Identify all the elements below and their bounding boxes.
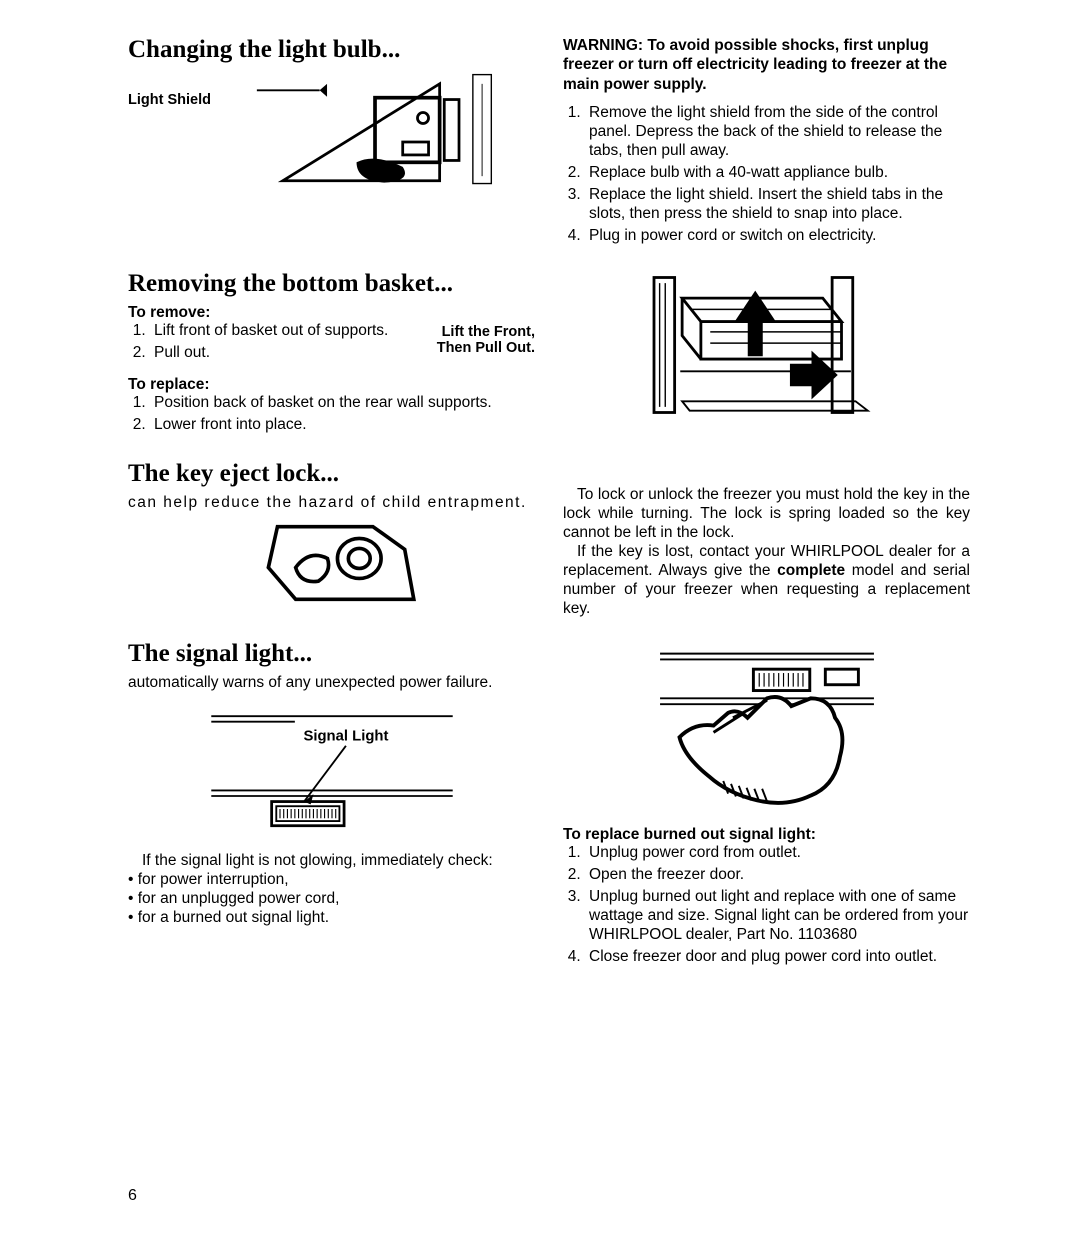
figure-light-shield	[215, 70, 535, 195]
signal-check: for an unplugged power cord,	[128, 890, 535, 909]
heading-light-bulb: Changing the light bulb...	[128, 36, 535, 64]
bulb-steps: Remove the light shield from the side of…	[563, 104, 970, 245]
section-light-bulb: Changing the light bulb... Light Shield	[128, 36, 970, 248]
basket-caption-1: Lift the Front,	[415, 324, 535, 340]
manual-page: Changing the light bulb... Light Shield	[0, 0, 1080, 970]
basket-caption-2: Then Pull Out.	[415, 340, 535, 356]
replace-step: Lower front into place.	[150, 416, 535, 435]
lock-p1: To lock or unlock the freezer you must h…	[563, 486, 970, 543]
lock-intro: can help reduce the hazard of child entr…	[128, 494, 535, 513]
signal-replace-step: Unplug burned out light and replace with…	[585, 888, 970, 945]
section-signal: The signal light... automatically warns …	[128, 640, 970, 969]
replace-step: Position back of basket on the rear wall…	[150, 394, 535, 413]
signal-intro: automatically warns of any unexpected po…	[128, 674, 535, 693]
heading-basket: Removing the bottom basket...	[128, 270, 535, 298]
lock-p2: If the key is lost, contact your WHIRLPO…	[563, 543, 970, 619]
page-number: 6	[128, 1187, 137, 1205]
figure-basket	[563, 270, 970, 425]
heading-signal: The signal light...	[128, 640, 535, 668]
signal-replace-step: Close freezer door and plug power cord i…	[585, 948, 970, 967]
section-basket: Removing the bottom basket... To remove:…	[128, 270, 970, 438]
label-to-remove: To remove:	[128, 304, 535, 322]
signal-checks: for power interruption, for an unplugged…	[128, 871, 535, 928]
figure-signal-hand	[563, 640, 970, 820]
label-to-replace: To replace:	[128, 376, 535, 394]
bulb-step: Plug in power cord or switch on electric…	[585, 227, 970, 246]
bulb-step: Remove the light shield from the side of…	[585, 104, 970, 161]
remove-steps: Lift front of basket out of supports. Pu…	[128, 322, 415, 366]
bulb-step: Replace bulb with a 40-watt appliance bu…	[585, 164, 970, 183]
figure-signal-label: Signal Light	[128, 705, 535, 840]
remove-step: Lift front of basket out of supports.	[150, 322, 415, 341]
remove-step: Pull out.	[150, 344, 415, 363]
label-light-shield: Light Shield	[128, 92, 211, 108]
bulb-step: Replace the light shield. Insert the shi…	[585, 186, 970, 224]
warning-text: WARNING: To avoid possible shocks, first…	[563, 37, 947, 93]
section-lock: The key eject lock... can help reduce th…	[128, 460, 970, 618]
replace-steps: Position back of basket on the rear wall…	[128, 394, 535, 435]
figure-lock	[128, 513, 535, 618]
signal-replace-step: Unplug power cord from outlet.	[585, 844, 970, 863]
signal-check: for power interruption,	[128, 871, 535, 890]
heading-lock: The key eject lock...	[128, 460, 535, 488]
svg-text:Signal Light: Signal Light	[303, 729, 388, 745]
label-replace-signal: To replace burned out signal light:	[563, 826, 970, 844]
signal-replace-step: Open the freezer door.	[585, 866, 970, 885]
signal-check-intro: If the signal light is not glowing, imme…	[128, 852, 535, 871]
signal-check: for a burned out signal light.	[128, 909, 535, 928]
signal-replace-steps: Unplug power cord from outlet. Open the …	[563, 844, 970, 966]
lock-p2b: complete	[777, 562, 845, 579]
